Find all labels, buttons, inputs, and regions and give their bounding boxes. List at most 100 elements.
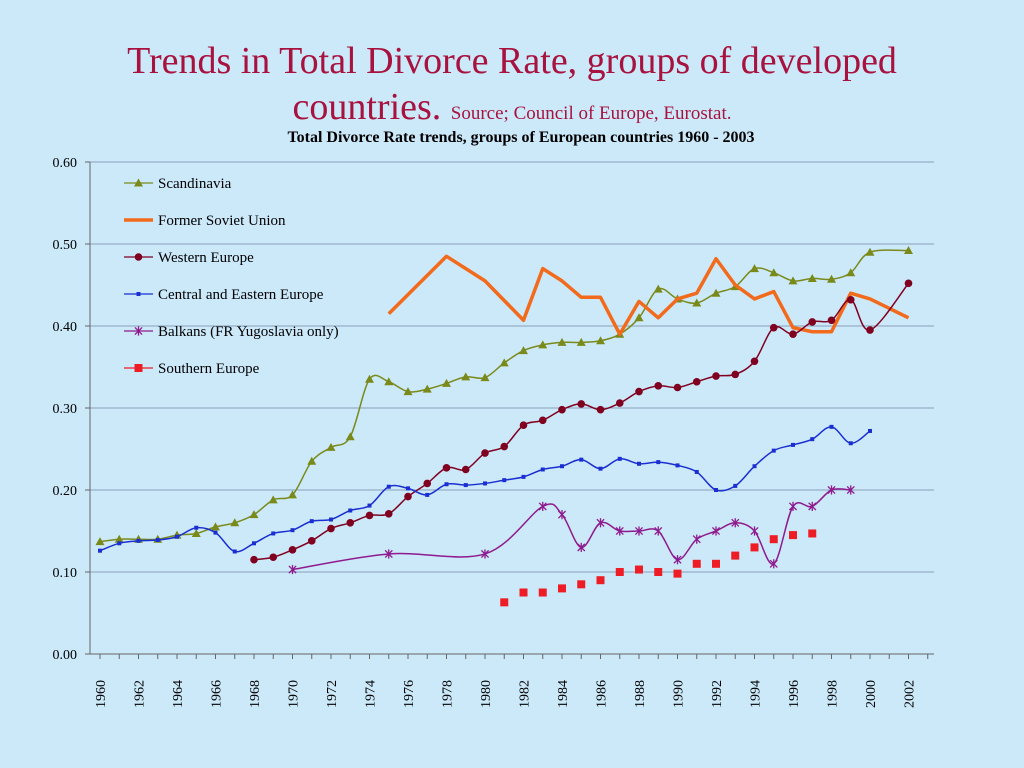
data-point <box>309 519 314 524</box>
x-tick-label: 2000 <box>864 680 879 708</box>
series-southern-europe <box>500 529 817 607</box>
slide-title-line1: Trends in Total Divorce Rate, groups of … <box>127 40 897 82</box>
data-point <box>442 378 451 387</box>
data-point <box>136 538 141 543</box>
series-central-and-eastern-europe <box>98 424 872 554</box>
data-point <box>406 486 410 491</box>
data-point <box>788 501 798 511</box>
data-point <box>637 461 641 466</box>
legend-label: Balkans (FR Yugoslavia only) <box>158 324 339 340</box>
data-point <box>868 428 872 433</box>
data-point <box>808 529 817 538</box>
data-point <box>191 528 201 537</box>
data-point <box>673 383 682 392</box>
data-point <box>288 490 297 499</box>
data-point <box>731 551 740 560</box>
data-point <box>480 549 490 559</box>
data-point <box>789 330 797 339</box>
legend-item-scandinavia: Scandinavia <box>124 176 232 192</box>
data-point <box>386 484 391 489</box>
data-point <box>95 537 105 546</box>
data-point <box>656 460 661 465</box>
series-layer <box>95 246 913 607</box>
legend-item-former-soviet-union: Former Soviet Union <box>124 213 286 229</box>
data-point <box>249 510 259 519</box>
x-tick-label: 1968 <box>248 680 263 708</box>
data-point <box>711 526 721 536</box>
legend-item-balkans-fr-yugoslavia-only: Balkans (FR Yugoslavia only) <box>124 324 339 340</box>
gridlines <box>90 161 934 573</box>
data-point <box>579 457 584 462</box>
x-tick-label: 1988 <box>633 680 648 708</box>
x-tick-label: 1972 <box>325 680 340 708</box>
data-point <box>694 469 699 474</box>
data-point <box>617 456 622 461</box>
legend-label: Western Europe <box>158 250 254 266</box>
data-point <box>480 373 490 382</box>
legend-marker <box>136 292 141 296</box>
data-point <box>269 553 278 562</box>
legend: Scandinavia Former Soviet Union Western Eu… <box>124 176 339 377</box>
data-point <box>348 508 353 513</box>
data-point <box>750 264 759 273</box>
data-point <box>327 524 335 533</box>
data-point <box>502 478 507 483</box>
data-point <box>711 288 721 297</box>
data-point <box>463 483 468 488</box>
legend-label: Scandinavia <box>158 176 232 192</box>
data-point <box>827 274 836 283</box>
y-tick-label: 0.40 <box>53 320 78 335</box>
data-point <box>712 559 720 568</box>
data-point <box>499 358 509 367</box>
data-point <box>346 519 355 527</box>
y-tick-label: 0.30 <box>53 402 78 417</box>
data-point <box>557 510 567 520</box>
data-point <box>500 442 509 451</box>
data-point <box>461 372 471 381</box>
data-point <box>538 588 547 597</box>
x-tick-label: 1984 <box>556 680 571 708</box>
chart-title: Total Divorce Rate trends, groups of Eur… <box>287 129 754 146</box>
x-tick-label: 1960 <box>94 680 109 708</box>
data-point <box>577 580 586 589</box>
data-point <box>213 530 218 535</box>
data-point <box>673 555 682 565</box>
source-note: Source; Council of Europe, Eurostat. <box>450 103 732 124</box>
data-point <box>615 526 624 536</box>
data-point <box>461 465 470 474</box>
data-point <box>692 534 701 544</box>
legend-item-western-europe: Western Europe <box>124 250 254 266</box>
data-point <box>654 382 663 390</box>
data-point <box>731 370 740 379</box>
x-tick-label: 1994 <box>749 680 764 708</box>
data-point <box>750 543 759 552</box>
legend-marker <box>134 253 143 261</box>
data-point <box>250 555 258 564</box>
data-point <box>290 528 295 533</box>
data-point <box>846 485 855 495</box>
data-point <box>519 421 528 430</box>
data-point <box>771 448 776 453</box>
data-point <box>576 337 586 346</box>
y-tick-label: 0.10 <box>53 566 78 581</box>
x-tick-label: 1986 <box>595 680 610 708</box>
x-tick-label: 1990 <box>672 680 687 708</box>
data-point <box>733 483 738 488</box>
data-point <box>654 526 663 536</box>
data-point <box>483 481 487 486</box>
data-point <box>538 416 547 425</box>
data-point <box>519 588 528 597</box>
data-point <box>307 456 317 465</box>
data-point <box>540 467 545 472</box>
data-point <box>307 537 316 545</box>
data-point <box>846 295 855 304</box>
data-point <box>865 247 875 256</box>
data-point <box>558 405 566 414</box>
x-tick-label: 1992 <box>710 680 725 708</box>
data-point <box>345 432 355 441</box>
data-point <box>866 326 874 334</box>
y-tick-label: 0.50 <box>53 238 78 253</box>
data-point <box>538 340 548 349</box>
series-line <box>387 254 910 336</box>
data-point <box>288 564 297 575</box>
